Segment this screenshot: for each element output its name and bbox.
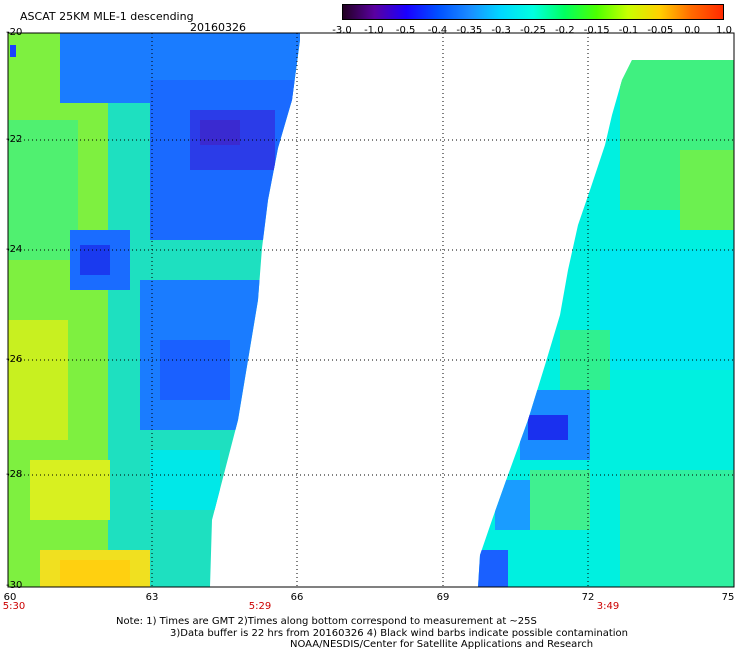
lat-tick: -30 [6, 580, 23, 591]
lat-tick: -26 [6, 354, 23, 365]
graticule [8, 33, 734, 587]
colorbar-tick-label: -0.1 [618, 25, 639, 36]
lat-tick: -28 [6, 469, 23, 480]
lat-tick: -24 [6, 244, 23, 255]
colorbar-tick-label: -3.0 [332, 25, 352, 36]
colorbar-tick-label: -0.05 [647, 25, 674, 36]
note-line-2: 3)Data buffer is 22 hrs from 20160326 4)… [170, 628, 628, 639]
lat-tick: -22 [6, 134, 23, 145]
colorbar-tick-label: -0.2 [555, 25, 575, 36]
lon-tick: 63 [145, 592, 159, 603]
lon-tick: 66 [290, 592, 304, 603]
lon-tick: 72 [581, 592, 595, 603]
lon-tick: 60 [3, 592, 17, 603]
colorbar-tick-label: -0.25 [520, 25, 546, 36]
colorbar [342, 4, 724, 20]
colorbar-tick-label: -0.15 [583, 25, 610, 36]
pass-time-label: 3:49 [596, 601, 620, 612]
colorbar-tick-label: 1.0 [716, 25, 732, 36]
plot-frame [7, 32, 735, 588]
colorbar-tick-label: -0.5 [395, 25, 416, 36]
colorbar-tick-label: -1.0 [364, 25, 384, 36]
lat-tick: -20 [6, 27, 23, 38]
pass-time-label: 5:30 [2, 601, 26, 612]
colorbar-tick-label: -0.4 [427, 25, 448, 36]
chart-date: 20160326 [190, 21, 246, 34]
left-swath [8, 33, 300, 587]
colorbar-tick-label: 0.0 [684, 25, 701, 36]
lon-tick: 75 [721, 592, 735, 603]
chart-title: ASCAT 25KM MLE-1 descending [20, 10, 194, 23]
colorbar-tick-label: -0.35 [456, 25, 483, 36]
pass-time-label: 5:29 [248, 601, 272, 612]
note-line-1: Note: 1) Times are GMT 2)Times along bot… [116, 616, 537, 627]
lon-tick: 69 [436, 592, 450, 603]
colorbar-tick-label: -0.3 [491, 25, 511, 36]
note-line-3: NOAA/NESDIS/Center for Satellite Applica… [290, 639, 594, 650]
